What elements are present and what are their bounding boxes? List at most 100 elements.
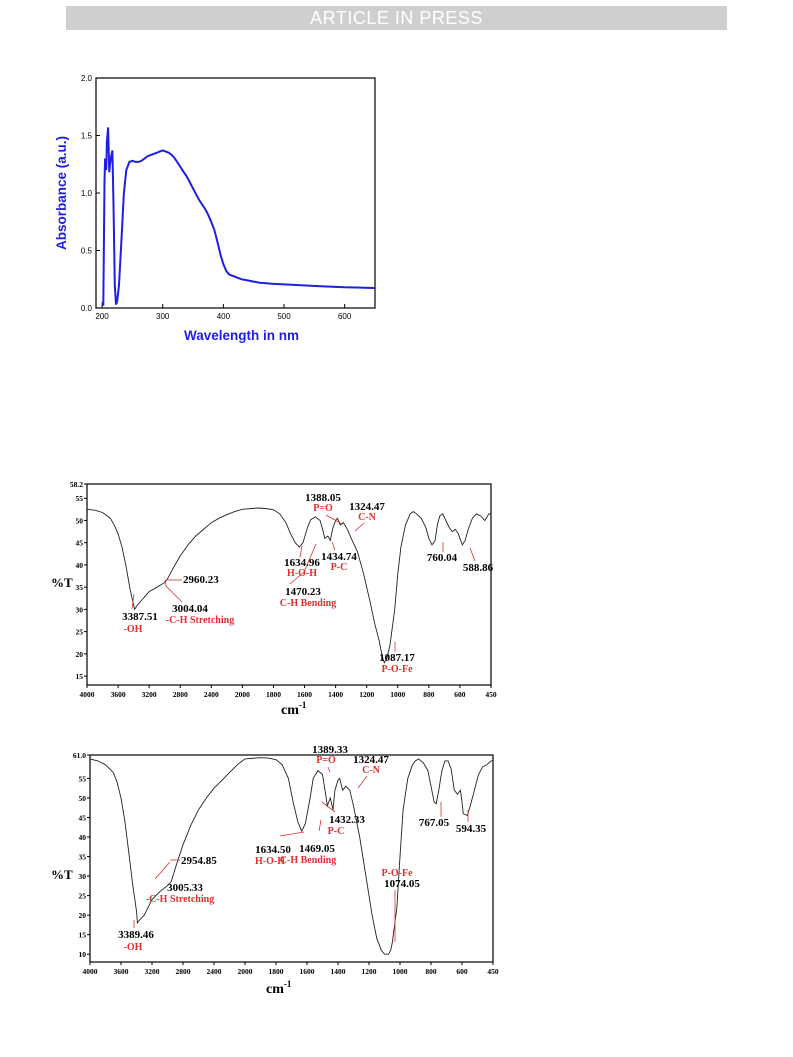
ir2-x-tick-label: 1000	[393, 967, 408, 976]
ir1-peak-value: 1470.23	[285, 586, 321, 598]
ftir2-axis-ticks: 4000 3600 3200 2800 2400 2000 1800 1600 1400 1200…	[73, 751, 499, 976]
ir2-annotation-leader	[321, 801, 336, 813]
ir2-peak-label: -C-H Stretching	[146, 894, 214, 905]
uv-absorbance-line	[101, 127, 376, 307]
ir1-peak-label: C-H Bending	[280, 598, 336, 609]
ftir-chart-1: 4000 3600 3200 2800 2400 2000 1800 1600 1400 1200…	[51, 480, 497, 718]
ftir2-spectrum-line	[89, 757, 493, 955]
ir2-peak-label: C-N	[362, 765, 381, 776]
ftir2-x-axis-unit: cm	[266, 982, 284, 997]
ir1-peak-label: P=O	[313, 503, 333, 514]
ir2-x-tick-label: 600	[456, 967, 468, 976]
ir2-peak-label: P=O	[316, 755, 336, 766]
ftir1-plot-frame	[86, 483, 492, 686]
ir1-peak-value: 3387.51	[122, 611, 158, 623]
ir1-peak-value: 588.86	[463, 562, 494, 574]
ir2-peak-value: 1389.33	[312, 744, 348, 756]
ir2-x-tick-label: 1200	[362, 967, 377, 976]
ir2-x-tick-label: 4000	[83, 967, 98, 976]
ir1-y-tick-label: 25	[76, 628, 84, 637]
ftir1-x-axis-sup: -1	[299, 700, 307, 710]
ir1-x-tick-label: 4000	[80, 690, 95, 699]
ftir1-axis-ticks: 4000 3600 3200 2800 2400 2000 1800 1600 1400 1200…	[70, 480, 497, 699]
ir1-x-tick-label: 1000	[390, 690, 405, 699]
ir1-peak-value: 1087.17	[379, 652, 415, 664]
ir1-y-tick-label: 58.2	[70, 480, 83, 489]
uv-y-tick-label: 1.0	[81, 189, 93, 198]
ir2-peak-value: 767.05	[419, 817, 450, 829]
ir2-y-tick-label: 40	[79, 833, 87, 842]
ir2-peak-label: -OH	[124, 942, 143, 953]
ir2-x-tick-label: 3600	[114, 967, 129, 976]
ir2-annotation-leader	[327, 766, 331, 773]
ir2-x-tick-label: 800	[425, 967, 437, 976]
ir1-x-tick-label: 800	[423, 690, 435, 699]
ir1-annotation-leader	[469, 547, 476, 562]
uv-axis-ticks: 200 300 400 500 600 0.0 0.5 1.0 1.5 2.0	[81, 74, 352, 321]
ftir1-y-axis-label: %T	[51, 575, 73, 590]
ir1-peak-value: 760.04	[427, 552, 458, 564]
ftir2-y-axis-label: %T	[51, 867, 73, 882]
ir1-x-tick-label: 1800	[266, 690, 281, 699]
ir1-y-tick-label: 15	[76, 672, 84, 681]
ir2-peak-value: 1074.05	[384, 878, 420, 890]
ir1-annotation-leader	[299, 545, 303, 558]
ir1-x-tick-label: 2000	[235, 690, 250, 699]
ir2-peak-label: P-O-Fe	[381, 868, 413, 879]
ir2-peak-value: 3389.46	[118, 929, 154, 941]
uv-x-tick-label: 300	[156, 312, 170, 321]
uv-x-tick-label: 400	[217, 312, 231, 321]
ir2-y-tick-label: 50	[79, 794, 87, 803]
uv-vis-chart: 200 300 400 500 600 0.0 0.5 1.0 1.5 2.0 Wavelengt…	[54, 74, 376, 343]
ir2-peak-value: 594.35	[456, 823, 487, 835]
ir1-annotation-leader	[325, 514, 343, 525]
ir1-annotation-leader	[131, 593, 135, 610]
ir2-x-tick-label: 450	[487, 967, 499, 976]
ftir1-x-axis-label: cm-1	[281, 700, 307, 718]
ir2-peak-value: 1634.50	[255, 844, 291, 856]
uv-x-tick-label: 500	[277, 312, 291, 321]
ir1-peak-value: 3004.04	[172, 603, 208, 615]
ir1-annotation-leader	[289, 543, 317, 585]
ir1-y-tick-label: 40	[76, 561, 84, 570]
ir2-y-tick-label: 15	[79, 931, 87, 940]
ir2-peak-value: 1324.47	[353, 754, 389, 766]
ir2-x-tick-label: 1600	[300, 967, 315, 976]
ir2-peak-value: 1469.05	[299, 843, 335, 855]
ir1-peak-label: P-C	[331, 562, 348, 573]
uv-y-tick-label: 2.0	[81, 74, 93, 83]
ir2-peak-value: 1432.33	[329, 814, 365, 826]
uv-y-axis-label: Absorbance (a.u.)	[54, 136, 69, 250]
ir2-y-tick-label: 35	[79, 853, 87, 862]
ir2-y-tick-label: 20	[79, 911, 87, 920]
ir2-x-tick-label: 1400	[331, 967, 346, 976]
uv-x-axis-label: Wavelength in nm	[184, 328, 299, 343]
ir1-annotation-leader	[164, 579, 183, 603]
ir1-x-tick-label: 1600	[297, 690, 312, 699]
ir2-y-tick-label: 55	[79, 774, 87, 783]
ir1-annotation-leader	[354, 522, 365, 532]
ir1-peak-value: 1324.47	[349, 501, 385, 513]
ftir1-annotations: 1388.05P=O 1324.47C-N1634.96H-O-H1434.74P…	[122, 492, 494, 675]
ir1-x-tick-label: 600	[454, 690, 466, 699]
ir2-y-tick-label: 10	[79, 950, 87, 959]
ir2-y-tick-label: 45	[79, 813, 87, 822]
ir1-x-tick-label: 2800	[173, 690, 188, 699]
ir1-x-tick-label: 450	[485, 690, 497, 699]
ir1-y-tick-label: 55	[76, 494, 84, 503]
ir1-x-tick-label: 1200	[359, 690, 374, 699]
ir1-peak-value: 2960.23	[183, 574, 219, 586]
ir2-x-tick-label: 2000	[238, 967, 253, 976]
ir2-y-tick-label: 30	[79, 872, 87, 881]
ir1-peak-label: -OH	[124, 624, 143, 635]
ir1-peak-value: 1434.74	[321, 551, 357, 563]
ir2-peak-value: 2954.85	[181, 855, 217, 867]
ftir1-spectrum-line	[86, 507, 491, 664]
uv-x-tick-label: 600	[338, 312, 352, 321]
ir2-y-tick-label: 25	[79, 892, 87, 901]
uv-y-tick-label: 0.5	[81, 247, 93, 256]
ir2-x-tick-label: 1800	[269, 967, 284, 976]
uv-y-tick-label: 0.0	[81, 304, 93, 313]
ir1-annotation-leader	[331, 541, 336, 551]
ir2-peak-label: H-O-H	[255, 856, 285, 867]
